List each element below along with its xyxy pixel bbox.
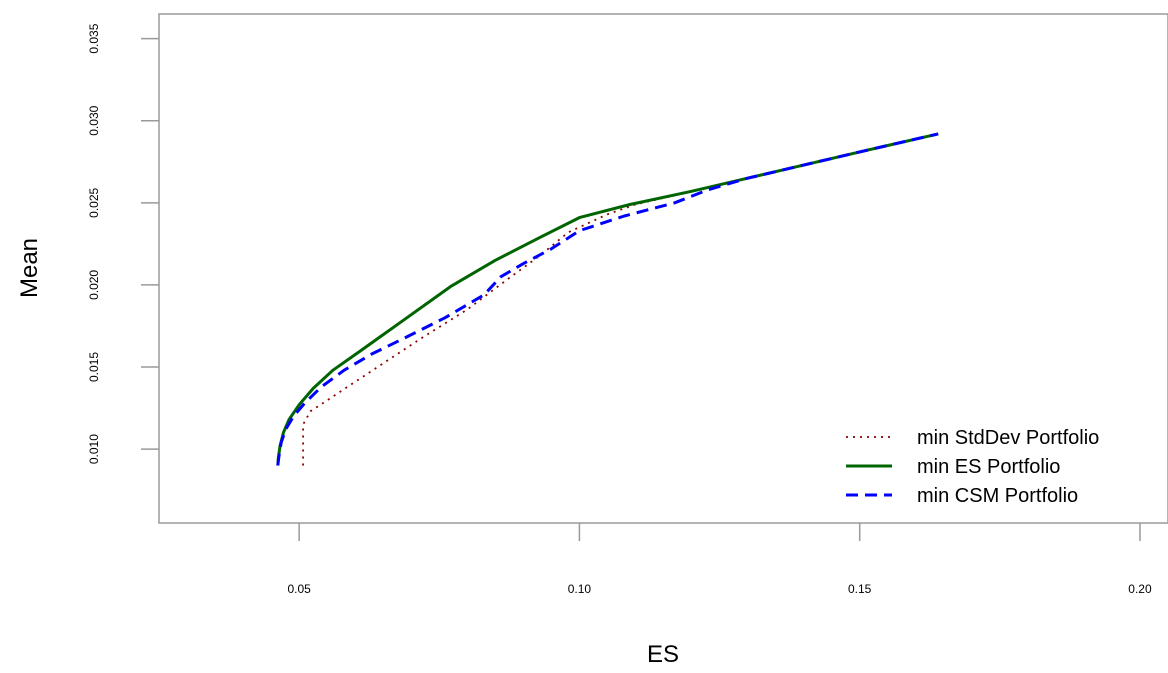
series-line-min-es-portfolio bbox=[276, 132, 939, 466]
y-tick-label: 0.010 bbox=[87, 434, 101, 464]
legend-label: min CSM Portfolio bbox=[917, 485, 1078, 507]
series-layer bbox=[276, 132, 939, 466]
series-line-min-stddev-portfolio bbox=[302, 133, 939, 466]
y-tick-label: 0.035 bbox=[87, 23, 101, 53]
y-tick-label: 0.020 bbox=[87, 270, 101, 300]
x-axis-title: ES bbox=[647, 641, 679, 668]
y-axis: 0.010 0.015 0.020 0.025 0.030 0.035 bbox=[87, 23, 159, 464]
series-line-min-csm-portfolio bbox=[276, 132, 939, 466]
y-axis-title: Mean bbox=[16, 238, 43, 298]
x-tick-label: 0.15 bbox=[848, 582, 872, 596]
legend-label: min ES Portfolio bbox=[917, 456, 1060, 478]
legend: min StdDev Portfolio min ES Portfolio min … bbox=[846, 427, 1099, 507]
x-axis: 0.05 0.10 0.15 0.20 bbox=[287, 523, 1152, 596]
y-tick-label: 0.030 bbox=[87, 105, 101, 135]
legend-label: min StdDev Portfolio bbox=[917, 427, 1099, 449]
x-tick-label: 0.05 bbox=[287, 582, 311, 596]
y-tick-label: 0.025 bbox=[87, 187, 101, 217]
plot-frame bbox=[158, 13, 1168, 524]
x-tick-label: 0.10 bbox=[568, 582, 592, 596]
x-tick-label: 0.20 bbox=[1128, 582, 1152, 596]
y-tick-label: 0.015 bbox=[87, 352, 101, 382]
